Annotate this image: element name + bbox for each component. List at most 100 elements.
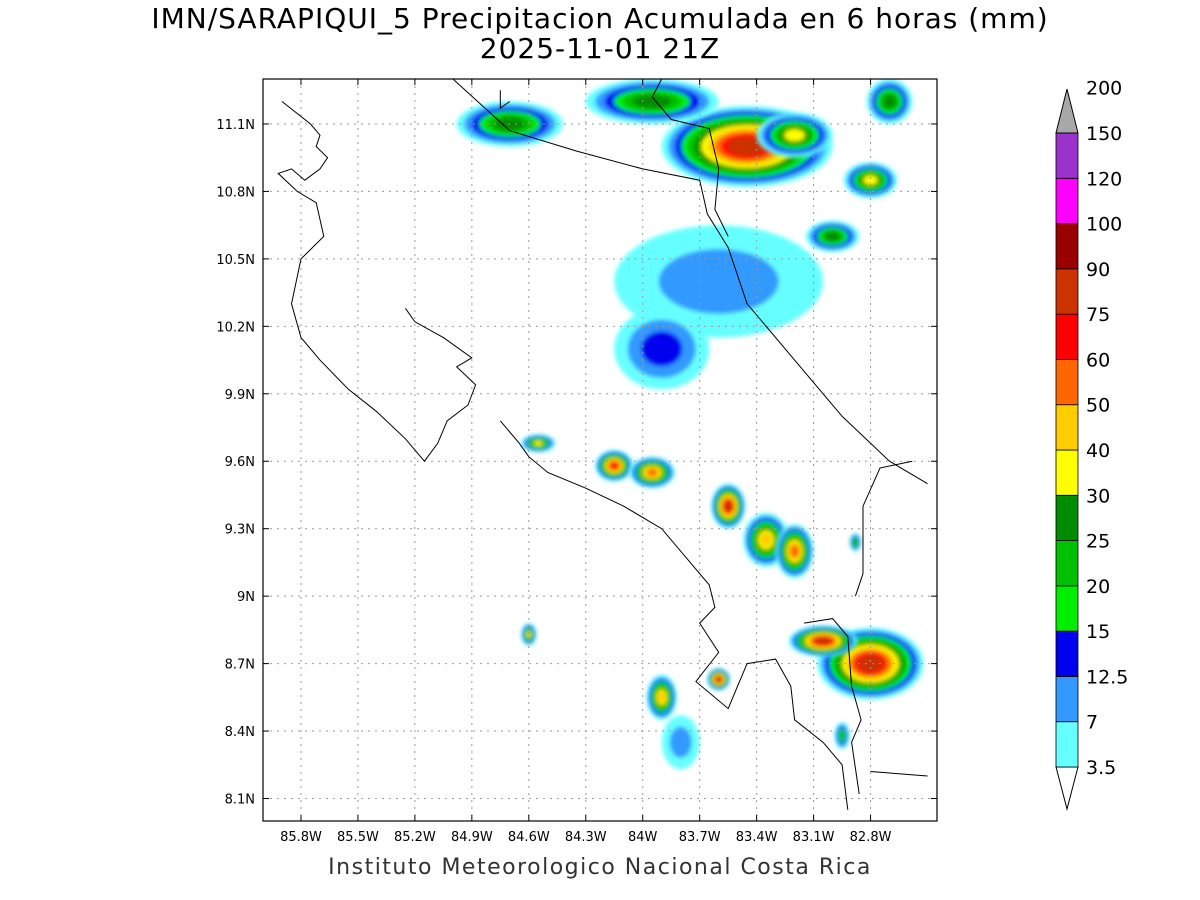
precip-contour-25	[632, 94, 672, 109]
colorbar-label: 100	[1086, 214, 1122, 236]
precip-contour-25	[882, 94, 897, 109]
precip-cell	[834, 722, 850, 750]
lat-tick-label: 8.4N	[225, 725, 255, 740]
lat-tick-label: 9.6N	[225, 455, 255, 470]
precip-cell	[806, 220, 860, 253]
coastline-borders	[277, 79, 928, 810]
precip-cell	[711, 483, 746, 529]
precip-contour-75	[727, 137, 767, 156]
colorbar-swatch-50	[1055, 359, 1079, 406]
colorbar-swatch-90	[1055, 223, 1079, 270]
precip-cell	[614, 308, 710, 390]
lon-tick-label: 84.3W	[565, 830, 607, 845]
precip-contour-75	[716, 676, 722, 682]
precip-cell	[817, 627, 924, 700]
precip-contour-50	[790, 544, 800, 558]
colorbar-label: 120	[1086, 168, 1122, 190]
precip-contour-25	[853, 539, 858, 545]
colorbar-swatch-3_5	[1055, 721, 1079, 768]
colorbar-label: 20	[1086, 576, 1110, 598]
precip-cell	[866, 79, 913, 124]
colorbar-swatch-20	[1055, 540, 1079, 587]
lon-tick-label: 84W	[628, 830, 658, 845]
institution-credit: Instituto Meteorologico Nacional Costa R…	[328, 855, 872, 880]
latitude-axis: 11.1N 10.8N 10.5N 10.2N 9.9N 9.6N 9.3N 9N 8.7N 8.…	[216, 118, 937, 808]
colorbar-swatch-75	[1055, 268, 1079, 315]
colorbar-label: 200	[1086, 78, 1122, 100]
precip-cell	[595, 450, 634, 482]
precip-contour-50	[646, 468, 658, 477]
lon-tick-label: 82.8W	[850, 830, 892, 845]
colorbar-swatch-120	[1055, 132, 1079, 179]
colorbar-label: 15	[1086, 621, 1110, 643]
lat-tick-label: 9.3N	[225, 523, 255, 538]
coastline	[277, 101, 477, 463]
colorbar-swatch-15	[1055, 585, 1079, 632]
colorbar-swatch-30	[1055, 449, 1079, 496]
colorbar-label: 60	[1086, 349, 1110, 371]
precip-contour-12_5	[641, 331, 683, 367]
colorbar-label: 7	[1086, 712, 1098, 734]
precip-contour-25	[824, 231, 841, 241]
lat-tick-label: 11.1N	[216, 118, 255, 133]
precip-contour-7	[658, 249, 779, 314]
map-plot-area	[263, 79, 937, 821]
colorbar-swatch-7	[1055, 676, 1079, 723]
lon-tick-label: 85.2W	[394, 830, 436, 845]
precip-contour-7	[669, 726, 692, 758]
coastline	[651, 79, 729, 237]
precip-contour-75	[815, 637, 831, 645]
colorbar-swatch-60	[1055, 313, 1079, 360]
lat-tick-label: 9.9N	[225, 388, 255, 403]
precip-cell	[661, 715, 700, 770]
precip-cell	[756, 112, 833, 158]
precip-cell	[646, 674, 677, 720]
precip-contour-20	[839, 731, 845, 740]
colorbar-top-arrow	[1055, 88, 1079, 134]
colorbar-label: 75	[1086, 304, 1110, 326]
precip-contour-30	[863, 175, 878, 186]
lon-tick-label: 83.4W	[736, 830, 778, 845]
lon-tick-label: 83.7W	[679, 830, 721, 845]
colorbar-swatch-100	[1055, 177, 1079, 224]
precip-cell	[521, 623, 537, 646]
precip-cell	[843, 162, 898, 199]
coastline	[452, 79, 928, 485]
colorbar-swatch-25	[1055, 494, 1079, 541]
precip-contour-30	[784, 129, 805, 142]
lat-tick-label: 9N	[237, 590, 255, 605]
coastline	[870, 771, 928, 777]
colorbar-label: 150	[1086, 123, 1122, 145]
colorbar-swatch-40	[1055, 404, 1079, 451]
colorbar-label: 40	[1086, 440, 1110, 462]
precip-contour-75	[724, 501, 733, 512]
precip-cell	[585, 79, 719, 124]
colorbar-swatch-12_5	[1055, 630, 1079, 677]
map-title: IMN/SARAPIQUI_5 Precipitacion Acumulada …	[151, 2, 1049, 35]
precip-cell	[629, 456, 675, 489]
precip-cell	[788, 625, 858, 657]
precip-contour-40	[657, 691, 666, 704]
coastline	[499, 420, 849, 810]
precipitation-field	[456, 79, 924, 770]
lon-tick-label: 85.8W	[280, 830, 322, 845]
precip-contour-30	[533, 440, 543, 446]
colorbar-label: 25	[1086, 531, 1110, 553]
map-frame	[262, 78, 938, 822]
colorbar-label: 12.5	[1086, 666, 1128, 688]
precip-cell	[849, 533, 862, 552]
precip-contour-75	[858, 655, 883, 672]
lat-tick-label: 10.8N	[216, 185, 255, 200]
colorbar-label: 3.5	[1086, 757, 1116, 779]
precip-cell	[707, 668, 731, 691]
lat-tick-label: 8.1N	[225, 793, 255, 808]
map-subtitle: 2025-11-01 21Z	[479, 32, 721, 65]
lon-tick-label: 85.5W	[337, 830, 379, 845]
lon-tick-label: 84.9W	[451, 830, 493, 845]
coastline	[854, 460, 913, 597]
coastline	[499, 90, 511, 110]
longitude-axis: 85.8W 85.5W 85.2W 84.9W 84.6W 84.3W 84W 83.7W 83…	[280, 79, 892, 845]
precip-cell	[521, 434, 556, 453]
colorbar-label: 50	[1086, 395, 1110, 417]
